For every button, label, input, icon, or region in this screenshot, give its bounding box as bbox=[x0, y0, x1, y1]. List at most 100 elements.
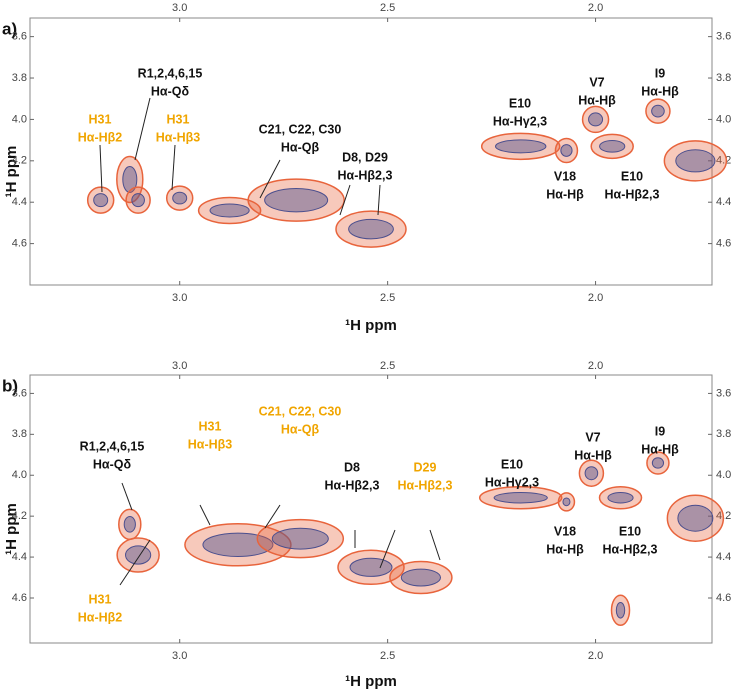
peak-contour-outer bbox=[478, 485, 563, 510]
panel: b) ¹H ppm ¹H ppm 3.0 3.0 2.5 2.5 2.0 2.0 3.6 3.6 3.… bbox=[2, 360, 731, 690]
y-tick-label: 4.2 bbox=[12, 155, 27, 167]
peak-contour-inner bbox=[131, 193, 145, 208]
y-axis-label: ¹H ppm bbox=[3, 503, 20, 555]
peak-annotation: Hα-Hβ2,3 bbox=[605, 187, 660, 201]
peak-contour-inner bbox=[264, 187, 329, 213]
peak-annotation: Hα-Qδ bbox=[151, 84, 190, 98]
peak-contour-outer bbox=[335, 210, 407, 248]
peak-annotation: Hα-Hβ bbox=[641, 84, 679, 98]
y-tick-label: 4.6 bbox=[716, 238, 731, 250]
peak-annotation: Hα-Qβ bbox=[281, 140, 320, 154]
peak-annotation: H31 bbox=[89, 112, 112, 126]
peak-contour-inner bbox=[349, 557, 393, 577]
x-tick-label: 2.5 bbox=[380, 650, 395, 662]
y-tick-label: 3.8 bbox=[716, 428, 731, 440]
peak-contour-outer bbox=[480, 132, 561, 161]
y-tick-label: 3.8 bbox=[716, 72, 731, 84]
peak-annotation: V7 bbox=[585, 430, 600, 444]
peak-contour-inner bbox=[599, 139, 626, 153]
peak-annotation: Hα-Hβ bbox=[641, 442, 679, 456]
y-tick-label: 4.4 bbox=[716, 196, 731, 208]
peak-contour-outer bbox=[554, 137, 579, 164]
peak-contour-inner bbox=[400, 568, 442, 587]
x-axis-label: ¹H ppm bbox=[345, 673, 397, 690]
peak-annotation: Hα-Qδ bbox=[93, 457, 132, 471]
pointer-line bbox=[377, 184, 381, 216]
peak-contour-outer bbox=[578, 459, 605, 487]
plot-frame bbox=[29, 374, 713, 644]
y-tick-label: 4.0 bbox=[716, 113, 731, 125]
peak-annotation: D8 bbox=[344, 460, 360, 474]
peak-contour-outer bbox=[666, 494, 725, 542]
y-tick-label: 4.4 bbox=[12, 551, 27, 563]
x-axis-label: ¹H ppm bbox=[345, 317, 397, 334]
x-tick-label: 3.0 bbox=[172, 292, 187, 304]
x-tick-label: 2.0 bbox=[588, 650, 603, 662]
x-tick-label: 3.0 bbox=[172, 650, 187, 662]
peak-contour-outer bbox=[663, 140, 728, 182]
x-tick-label: 2.5 bbox=[380, 360, 395, 372]
peak-annotation: Hα-Hβ bbox=[546, 187, 584, 201]
peak-annotation: Hα-Hβ2,3 bbox=[398, 478, 453, 492]
peak-annotation: E10 bbox=[501, 457, 523, 471]
peak-annotation: Hα-Hβ bbox=[578, 93, 616, 107]
pointer-line bbox=[339, 184, 351, 216]
peak-contour-outer bbox=[116, 155, 144, 204]
peak-contour-inner bbox=[675, 149, 716, 173]
peak-annotation: V18 bbox=[554, 524, 576, 538]
peak-contour-inner bbox=[562, 497, 571, 507]
y-tick-label: 4.2 bbox=[12, 510, 27, 522]
peak-annotation: V7 bbox=[589, 75, 604, 89]
y-tick-label: 4.6 bbox=[12, 238, 27, 250]
peak-annotation: I9 bbox=[655, 66, 665, 80]
peak-annotation: Hα-Hβ2,3 bbox=[325, 478, 380, 492]
y-tick-label: 4.4 bbox=[716, 551, 731, 563]
peak-contour-inner bbox=[495, 139, 547, 154]
peak-contour-inner bbox=[209, 203, 250, 218]
y-tick-label: 4.6 bbox=[716, 592, 731, 604]
y-tick-label: 3.6 bbox=[12, 31, 27, 43]
peak-annotation: Hα-Hγ2,3 bbox=[493, 114, 547, 128]
peak-annotation: Hα-Qβ bbox=[281, 422, 320, 436]
peak-contour-outer bbox=[581, 105, 610, 134]
peak-contour-outer bbox=[645, 98, 671, 124]
plot-frame bbox=[29, 17, 713, 286]
peak-annotation: H31 bbox=[89, 592, 112, 606]
peak-contour-outer bbox=[598, 485, 643, 510]
peak-contour-inner bbox=[348, 218, 394, 240]
x-tick-label: 2.5 bbox=[380, 292, 395, 304]
peak-contour-outer bbox=[116, 537, 160, 573]
peak-annotation: C21, C22, C30 bbox=[259, 122, 342, 136]
peak-contour-inner bbox=[93, 193, 109, 208]
peak-contour-outer bbox=[125, 186, 151, 214]
y-tick-label: 4.4 bbox=[12, 196, 27, 208]
peak-annotation: D8, D29 bbox=[342, 150, 388, 164]
peak-contour-outer bbox=[197, 196, 262, 225]
peak-annotation: Hα-Hβ3 bbox=[156, 130, 201, 144]
peak-annotation: Hα-Hβ2 bbox=[78, 130, 123, 144]
peak-annotation: V18 bbox=[554, 169, 576, 183]
pointer-line bbox=[264, 504, 281, 529]
panel: a) ¹H ppm ¹H ppm 3.0 3.0 2.5 2.5 2.0 2.0 3.6 3.6 3.… bbox=[2, 2, 731, 334]
peak-contour-inner bbox=[677, 504, 714, 532]
peak-annotation: H31 bbox=[167, 112, 190, 126]
peak-contour-inner bbox=[493, 492, 548, 504]
pointer-line bbox=[259, 159, 281, 199]
pointer-line bbox=[171, 144, 176, 191]
pointer-line bbox=[429, 529, 441, 561]
peak-contour-outer bbox=[165, 185, 194, 211]
pointer-line bbox=[99, 144, 103, 193]
y-axis-label: ¹H ppm bbox=[3, 146, 20, 198]
pointer-line bbox=[121, 482, 133, 511]
peak-annotation: Hα-Hγ2,3 bbox=[485, 475, 539, 489]
peak-contour-inner bbox=[584, 466, 599, 481]
peak-contour-inner bbox=[202, 532, 274, 558]
peak-contour-outer bbox=[184, 523, 292, 567]
peak-contour-inner bbox=[607, 492, 634, 504]
peak-contour-inner bbox=[651, 457, 665, 469]
x-tick-label: 2.0 bbox=[588, 292, 603, 304]
peak-contour-inner bbox=[123, 516, 136, 533]
peak-annotation: Hα-Hβ bbox=[546, 542, 584, 556]
